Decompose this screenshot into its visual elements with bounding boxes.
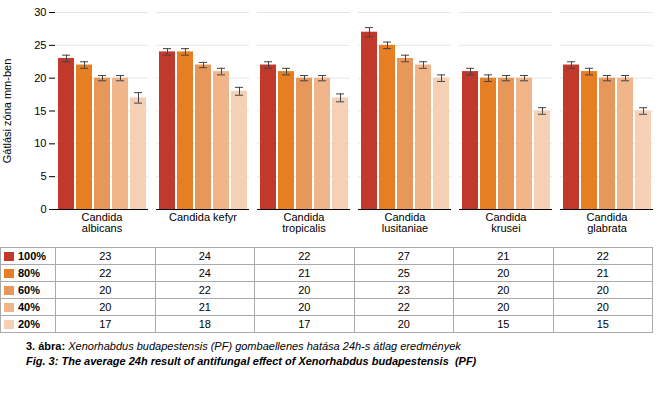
html-text:27: 27 xyxy=(397,250,410,262)
html-text:21: 21 xyxy=(298,267,311,279)
html-text:22: 22 xyxy=(596,250,609,262)
svg-text:Candidalusitaniae: Candidalusitaniae xyxy=(382,211,428,234)
html-text:23: 23 xyxy=(99,250,112,262)
html-text:20: 20 xyxy=(397,318,410,330)
html-text:17: 17 xyxy=(298,318,311,330)
html-text:60%: 60% xyxy=(18,284,40,296)
svg-text:Candida kefyr: Candida kefyr xyxy=(169,211,237,223)
html-text:15: 15 xyxy=(596,318,609,330)
html-text:20: 20 xyxy=(497,284,510,296)
html-text:Fig. 3: The average 24h result: Fig. 3: The average 24h result of antifu… xyxy=(26,355,477,367)
html-text:23: 23 xyxy=(397,284,410,296)
html-text:100%: 100% xyxy=(18,250,47,262)
html-text:20: 20 xyxy=(497,267,510,279)
html-text:20: 20 xyxy=(497,301,510,313)
html-text:20: 20 xyxy=(99,284,112,296)
svg-text:Gátlási zóna mm-ben: Gátlási zóna mm-ben xyxy=(1,59,13,164)
html-text:20: 20 xyxy=(596,301,609,313)
svg-text:25: 25 xyxy=(34,39,46,51)
html-text:15: 15 xyxy=(497,318,510,330)
html-text:25: 25 xyxy=(397,267,410,279)
svg-text:0: 0 xyxy=(40,203,46,215)
html-text:18: 18 xyxy=(198,318,211,330)
html-text:21: 21 xyxy=(596,267,609,279)
svg-text:10: 10 xyxy=(34,137,46,149)
html-text:3. ábra: Xenorhabdus budapeste: 3. ábra: Xenorhabdus budapestensis (PF) … xyxy=(26,340,461,352)
html-text:22: 22 xyxy=(298,250,311,262)
html-text:20%: 20% xyxy=(18,318,40,330)
html-text:17: 17 xyxy=(99,318,112,330)
svg-text:Candidaglabrata: Candidaglabrata xyxy=(587,211,629,234)
svg-text:Candidakrusei: Candidakrusei xyxy=(486,211,528,234)
html-text:24: 24 xyxy=(198,250,211,262)
html-text:22: 22 xyxy=(397,301,410,313)
html-text:20: 20 xyxy=(298,284,311,296)
svg-text:30: 30 xyxy=(34,6,46,18)
html-text:20: 20 xyxy=(596,284,609,296)
html-text:40%: 40% xyxy=(18,301,40,313)
html-text:22: 22 xyxy=(99,267,112,279)
svg-text:Candidatropicalis: Candidatropicalis xyxy=(282,211,326,234)
svg-text:Candidaalbicans: Candidaalbicans xyxy=(82,211,124,234)
html-text:20: 20 xyxy=(298,301,311,313)
html-text:20: 20 xyxy=(99,301,112,313)
html-text:21: 21 xyxy=(198,301,211,313)
html-text:80%: 80% xyxy=(18,267,40,279)
html-text:22: 22 xyxy=(198,284,211,296)
html-text:24: 24 xyxy=(198,267,211,279)
svg-text:15: 15 xyxy=(34,105,46,117)
html-text:21: 21 xyxy=(497,250,510,262)
svg-text:20: 20 xyxy=(34,72,46,84)
svg-text:5: 5 xyxy=(40,170,46,182)
